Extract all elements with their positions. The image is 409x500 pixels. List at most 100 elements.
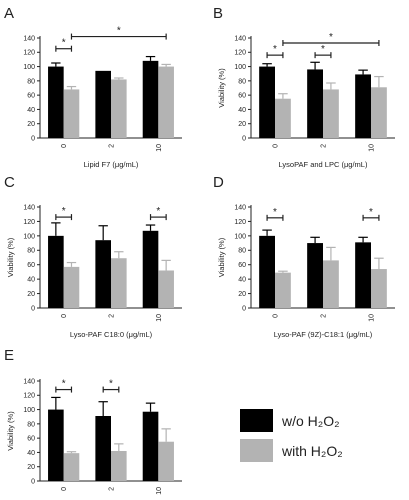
- y-tick-label: 60: [238, 93, 246, 100]
- x-tick-label: 0: [273, 144, 280, 148]
- x-axis-label: Lyso-PAF C18:0 (μg/mL): [70, 330, 153, 339]
- x-tick-label: 2: [321, 314, 328, 318]
- y-tick-label: 140: [23, 204, 35, 211]
- significance-star: *: [62, 206, 66, 217]
- bar-with-h2o2: [158, 66, 174, 138]
- chart-panel-a: A 0 20 40 60 80 100 120 140 0 2 10 Lipid F7 (μg/mL) *…: [4, 5, 182, 169]
- y-tick-label: 100: [23, 407, 35, 414]
- y-axis-label: Viability (%): [6, 237, 15, 277]
- y-tick-label: 0: [242, 305, 246, 312]
- x-tick-label: 10: [156, 144, 163, 152]
- bar-without-h2o2: [307, 243, 323, 308]
- significance-star: *: [109, 379, 113, 390]
- legend-label-with-h2o2: with H₂O₂: [281, 443, 343, 459]
- bar-without-h2o2: [142, 60, 159, 138]
- panel-letter: C: [4, 174, 15, 191]
- y-tick-label: 140: [23, 35, 35, 42]
- y-tick-label: 0: [31, 305, 35, 312]
- y-tick-label: 60: [27, 262, 35, 269]
- y-tick-label: 0: [242, 135, 246, 142]
- chart-panel-c: C 0 20 40 60 80 100 120 140 Viability (%) 0 2 10Lyso…: [4, 174, 182, 339]
- y-tick-label: 100: [234, 64, 246, 71]
- legend: w/o H₂O₂ with H₂O₂: [240, 409, 343, 462]
- y-tick-label: 120: [23, 50, 35, 57]
- bar-with-h2o2: [275, 98, 291, 138]
- y-tick-label: 140: [234, 204, 246, 211]
- x-tick-label: 10: [369, 144, 376, 152]
- y-tick-label: 20: [27, 464, 35, 471]
- y-tick-label: 0: [31, 135, 35, 142]
- significance-star: *: [273, 207, 277, 218]
- legend-swatch-with-h2o2: [240, 439, 273, 462]
- y-tick-label: 60: [27, 436, 35, 443]
- bar-without-h2o2: [142, 411, 159, 481]
- significance-star: *: [329, 32, 333, 43]
- y-tick-label: 40: [238, 277, 246, 284]
- x-tick-label: 2: [109, 314, 116, 318]
- y-tick-label: 80: [238, 248, 246, 255]
- y-tick-label: 80: [27, 421, 35, 428]
- significance-star: *: [369, 207, 373, 218]
- bar-without-h2o2: [355, 74, 371, 138]
- y-tick-label: 40: [27, 450, 35, 457]
- y-tick-label: 100: [23, 233, 35, 240]
- significance-star: *: [321, 44, 325, 55]
- y-tick-label: 80: [238, 78, 246, 85]
- x-tick-label: 10: [156, 314, 163, 322]
- bar-without-h2o2: [48, 409, 64, 481]
- y-tick-label: 120: [23, 393, 35, 400]
- x-axis-label: Lyso-PAF (9Z)-C18:1 (μg/mL): [274, 330, 373, 339]
- bar-with-h2o2: [111, 258, 127, 308]
- x-axis-label: Lipid F7 (μg/mL): [84, 160, 139, 169]
- x-axis-label: LysoPAF and LPC (μg/mL): [279, 160, 368, 169]
- y-tick-label: 20: [238, 291, 246, 298]
- legend-label-without-h2o2: w/o H₂O₂: [281, 413, 340, 429]
- y-axis-label: Viability (%): [6, 411, 15, 451]
- y-tick-label: 100: [23, 64, 35, 71]
- significance-star: *: [62, 379, 66, 390]
- bar-with-h2o2: [323, 260, 339, 308]
- legend-item-with-h2o2: with H₂O₂: [240, 439, 343, 462]
- bar-without-h2o2: [307, 69, 323, 138]
- bar-without-h2o2: [142, 230, 159, 308]
- bar-with-h2o2: [158, 441, 174, 481]
- bar-with-h2o2: [275, 272, 291, 308]
- bar-without-h2o2: [95, 416, 111, 481]
- bar-with-h2o2: [323, 89, 339, 138]
- x-tick-label: 10: [156, 487, 163, 495]
- chart-panel-b: B 0 20 40 60 80 100 120 140 Viability (%) 0 2 10Lyso…: [213, 5, 395, 169]
- bar-with-h2o2: [111, 79, 127, 138]
- y-tick-label: 40: [27, 277, 35, 284]
- bar-without-h2o2: [48, 66, 64, 138]
- bar-without-h2o2: [48, 235, 64, 308]
- x-tick-label: 0: [273, 314, 280, 318]
- y-axis-label: Viability (%): [217, 237, 226, 277]
- panel-letter: A: [4, 5, 14, 22]
- bar-without-h2o2: [355, 242, 371, 308]
- x-tick-label: 0: [61, 314, 68, 318]
- y-tick-label: 60: [27, 93, 35, 100]
- y-tick-label: 20: [27, 121, 35, 128]
- y-tick-label: 140: [23, 378, 35, 385]
- y-tick-label: 20: [238, 121, 246, 128]
- x-tick-label: 2: [109, 144, 116, 148]
- significance-star: *: [156, 206, 160, 217]
- y-tick-label: 140: [234, 35, 246, 42]
- y-tick-label: 80: [27, 78, 35, 85]
- y-tick-label: 20: [27, 291, 35, 298]
- y-tick-label: 120: [23, 219, 35, 226]
- x-tick-label: 2: [109, 487, 116, 491]
- bar-with-h2o2: [63, 266, 80, 308]
- significance-star: *: [62, 38, 66, 49]
- bar-without-h2o2: [95, 70, 111, 138]
- chart-panel-d: D 0 20 40 60 80 100 120 140 Viability (%) 0 2 10 Lyso…: [213, 174, 395, 339]
- x-tick-label: 10: [369, 314, 376, 322]
- y-tick-label: 120: [234, 50, 246, 57]
- x-tick-label: 0: [61, 487, 68, 491]
- y-axis-label: Viability (%): [217, 68, 226, 108]
- bar-with-h2o2: [63, 453, 80, 481]
- panel-letter: E: [4, 347, 14, 364]
